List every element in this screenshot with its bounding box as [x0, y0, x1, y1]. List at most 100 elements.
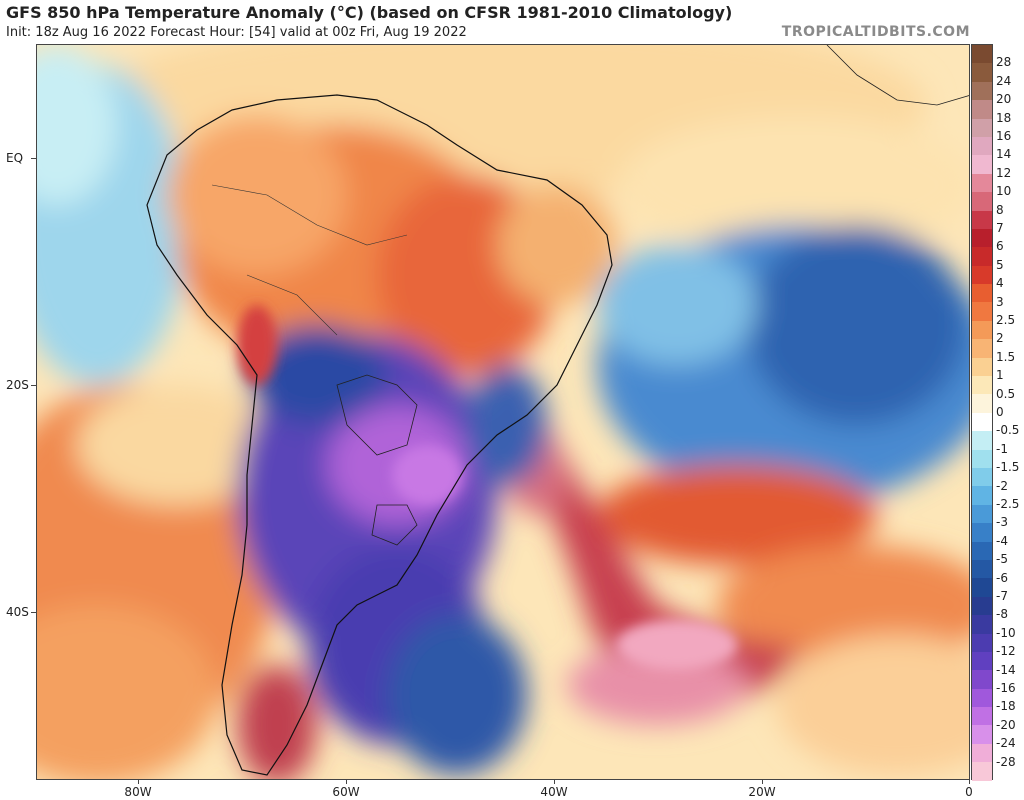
colorbar-cell — [972, 725, 992, 744]
colorbar-label: 5 — [996, 257, 1004, 272]
colorbar-cell — [972, 265, 992, 285]
colorbar-label: 1 — [996, 368, 1004, 383]
colorbar-cell — [972, 615, 992, 634]
lon-tick — [138, 780, 139, 784]
colorbar-cell — [972, 118, 992, 137]
colorbar-cell — [972, 412, 992, 432]
colorbar-label: -2 — [996, 478, 1008, 493]
border-paraguay — [336, 374, 418, 456]
colorbar-label: 16 — [996, 129, 1012, 143]
border-uruguay — [371, 504, 418, 546]
border-lines-2 — [246, 274, 338, 336]
colorbar-label: 2.5 — [996, 313, 1016, 327]
colorbar-cell — [972, 136, 992, 156]
lon-tick — [554, 780, 555, 784]
colorbar-cell — [972, 707, 992, 726]
colorbar-label: 20 — [996, 92, 1012, 107]
colorbar-label: -10 — [996, 625, 1016, 640]
colorbar-label: 8 — [996, 202, 1004, 217]
page-title: GFS 850 hPa Temperature Anomaly (°C) (ba… — [6, 3, 733, 22]
colorbar-label: -1.5 — [996, 460, 1020, 475]
colorbar-label: -16 — [996, 681, 1016, 695]
colorbar-cell — [972, 192, 992, 211]
colorbar-label: -3 — [996, 515, 1008, 530]
colorbar-label: -12 — [996, 644, 1016, 659]
lon-label: 60W — [332, 785, 360, 799]
colorbar-cell — [972, 155, 992, 174]
lat-tick — [31, 385, 36, 386]
colorbar-cell — [972, 523, 992, 542]
colorbar-cell — [972, 762, 992, 781]
colorbar-label: 4 — [996, 276, 1004, 291]
colorbar-cell — [972, 633, 992, 652]
colorbar-label: -4 — [996, 533, 1008, 548]
colorbar-label: -0.5 — [996, 423, 1020, 438]
colorbar-label: 7 — [996, 221, 1004, 235]
colorbar-label: 6 — [996, 239, 1004, 254]
map-canvas — [37, 45, 969, 779]
colorbar-cell — [972, 63, 992, 82]
colorbar-label: 0 — [996, 405, 1004, 419]
colorbar-label: 14 — [996, 147, 1012, 162]
colorbar-cell — [972, 228, 992, 248]
colorbar-cell — [972, 486, 992, 505]
lon-label: 0 — [965, 785, 973, 799]
colorbar-cell — [972, 596, 992, 616]
colorbar-cell — [972, 394, 992, 413]
colorbar-label: 10 — [996, 184, 1012, 199]
colorbar-label: -28 — [996, 754, 1016, 769]
coastline — [146, 94, 613, 776]
lat-label: 40S — [6, 605, 29, 619]
colorbar-cell — [972, 743, 992, 763]
colorbar-label: -20 — [996, 717, 1016, 732]
colorbar-cell — [972, 578, 992, 597]
colorbar-label: 1.5 — [996, 349, 1016, 364]
colorbar-cell — [972, 302, 992, 321]
lon-label: 40W — [540, 785, 568, 799]
colorbar-cell — [972, 100, 992, 119]
colorbar-label: 3 — [996, 294, 1004, 309]
border-lines — [211, 184, 408, 246]
colorbar-label: -1 — [996, 441, 1008, 456]
colorbar-cell — [972, 504, 992, 524]
lon-tick — [346, 780, 347, 784]
lat-tick — [31, 612, 36, 613]
lat-label: 20S — [6, 378, 29, 392]
colorbar-label: 18 — [996, 110, 1012, 125]
colorbar-cell — [972, 449, 992, 468]
colorbar-label: -18 — [996, 699, 1016, 714]
colorbar-cell — [972, 467, 992, 487]
colorbar-cell — [972, 688, 992, 708]
colorbar-cell — [972, 357, 992, 377]
colorbar-cell — [972, 339, 992, 358]
colorbar-label: -5 — [996, 552, 1008, 567]
colorbar-label: 12 — [996, 165, 1012, 180]
lon-label: 80W — [124, 785, 152, 799]
colorbar-cell — [972, 210, 992, 229]
colorbar-cell — [972, 651, 992, 671]
anomaly-map[interactable] — [36, 44, 970, 780]
colorbar-cell — [972, 541, 992, 560]
colorbar-label: -24 — [996, 736, 1016, 751]
colorbar-label: 0.5 — [996, 386, 1016, 401]
lon-tick — [969, 780, 970, 784]
colorbar-label: 24 — [996, 73, 1012, 88]
brand-watermark: TROPICALTIDBITS.COM — [781, 24, 970, 40]
colorbar-label: -8 — [996, 607, 1008, 622]
colorbar-cell — [972, 559, 992, 579]
colorbar-label: 28 — [996, 55, 1012, 70]
lon-label: 20W — [748, 785, 776, 799]
colorbar-label: -2.5 — [996, 497, 1020, 511]
lat-label: EQ — [6, 151, 24, 165]
colorbar-cell — [972, 45, 992, 64]
colorbar-cell — [972, 173, 992, 193]
colorbar — [971, 44, 993, 781]
lon-tick — [762, 780, 763, 784]
colorbar-cell — [972, 284, 992, 303]
colorbar-cell — [972, 431, 992, 450]
colorbar-label: -14 — [996, 662, 1016, 677]
colorbar-label: -6 — [996, 570, 1008, 585]
colorbar-label: -7 — [996, 589, 1008, 603]
africa-coast — [826, 45, 969, 106]
colorbar-cell — [972, 320, 992, 340]
